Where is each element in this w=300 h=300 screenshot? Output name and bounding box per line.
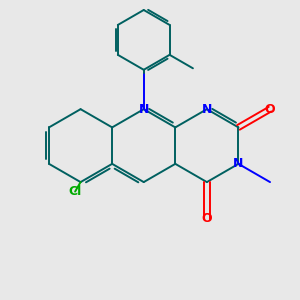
Text: N: N [139, 103, 149, 116]
Text: Cl: Cl [68, 185, 82, 198]
Text: O: O [202, 212, 212, 225]
Text: N: N [202, 103, 212, 116]
Text: N: N [233, 158, 244, 170]
Text: O: O [265, 103, 275, 116]
